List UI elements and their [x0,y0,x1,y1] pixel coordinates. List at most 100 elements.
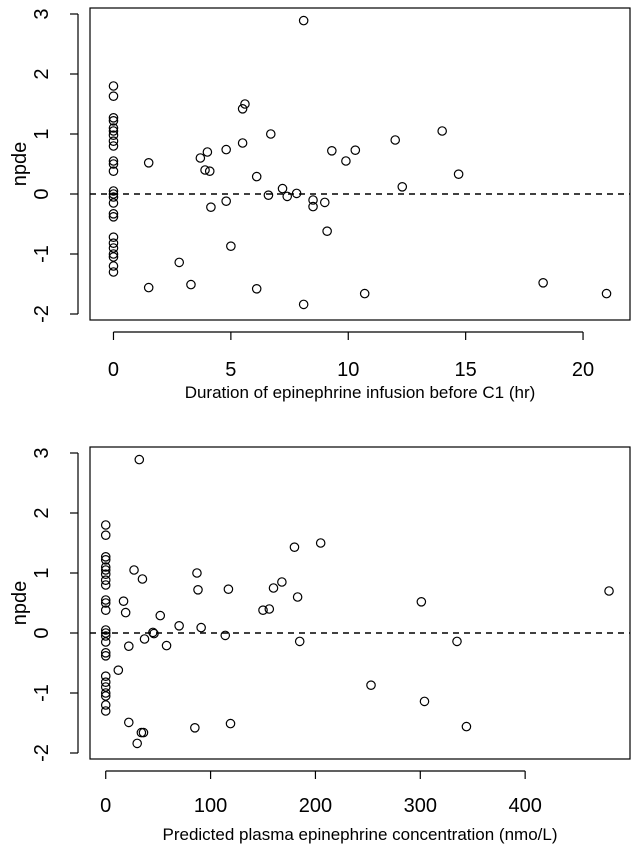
data-point [258,605,268,615]
panel-duration: 0 5 10 15 20 -2 -1 0 1 2 3 Duration of epinephrine … [9,7,631,402]
data-point [108,166,119,176]
data-point [220,630,231,641]
y-tick-label: -1 [31,245,53,263]
data-point [100,562,111,572]
data-point [265,129,276,139]
data-point [123,641,134,651]
x-tick-label: 200 [299,795,332,817]
data-point [308,195,318,205]
data-point [108,116,119,126]
plot-frame [89,446,631,760]
data-point [108,238,119,248]
x-tick-label: 0 [100,795,111,817]
data-point [108,243,119,253]
data-point [359,288,370,299]
data-point [237,138,248,148]
data-point [108,232,119,242]
data-point [223,584,234,594]
data-point [100,688,111,698]
y-tick-label: 2 [31,507,53,518]
data-point [294,636,305,647]
data-point [100,631,111,641]
data-point [221,144,231,155]
data-point [397,182,408,192]
data-point [143,282,154,293]
data-point [263,190,274,200]
data-point [225,718,236,729]
data-point [202,147,213,157]
data-point [226,241,236,251]
data-point [139,634,150,644]
data-point [298,299,309,310]
y-tick-label: -1 [31,684,53,702]
data-point [200,165,210,175]
data-point [315,538,326,548]
data-point [100,551,111,562]
data-point [174,257,185,268]
data-point [204,166,215,176]
data-point [108,141,119,151]
data-point [143,158,154,168]
data-point [108,123,119,133]
data-point [308,201,318,212]
data-point [100,595,111,605]
data-point [100,575,111,585]
data-point [108,156,119,166]
data-point [108,267,119,277]
data-point [221,196,231,206]
data-point [289,542,300,552]
data-point [100,647,111,658]
data-point [206,202,216,212]
data-point [240,99,250,109]
data-point [149,628,159,639]
data-point [277,577,287,587]
x-tick-label: 20 [572,359,594,381]
data-point [268,583,279,593]
data-point [601,288,612,299]
data-point [100,706,111,716]
data-point [100,520,111,530]
y-tick-label: 2 [31,68,53,79]
x-axis-label: Duration of epinephrine infusion before … [185,383,536,402]
data-point [195,153,206,163]
data-point [453,169,464,179]
data-point [100,671,111,681]
data-point [452,636,462,647]
data-point [277,183,288,194]
data-point [291,188,302,199]
data-point [108,249,119,259]
data-point [292,592,303,602]
y-tick-label: 1 [31,567,53,578]
data-point [350,145,361,155]
data-point [108,186,119,196]
data-point [120,607,131,618]
data-point [113,665,124,675]
data-point [108,212,119,222]
data-point [390,135,401,145]
y-tick-label: 3 [31,447,53,458]
x-tick-label: 300 [404,795,437,817]
data-point [100,637,111,647]
data-point [327,146,337,156]
data-point [137,574,148,584]
x-axis-label: Predicted plasma epinephrine concentrati… [162,825,557,844]
data-point [322,226,332,236]
data-point [437,126,447,136]
data-point [193,584,203,595]
data-point [108,189,119,199]
x-tick-label: 0 [108,359,119,381]
data-point [108,261,119,271]
data-point [416,596,427,607]
data-point [123,717,134,728]
data-point [108,198,119,208]
data-point [148,627,158,638]
data-point [108,192,119,202]
x-tick-label: 400 [508,795,541,817]
data-point [100,605,111,615]
data-point [108,159,119,169]
data-point [100,625,111,635]
data-point [108,126,119,136]
y-axis-label: npde [9,581,31,626]
plot-frame [89,7,631,321]
